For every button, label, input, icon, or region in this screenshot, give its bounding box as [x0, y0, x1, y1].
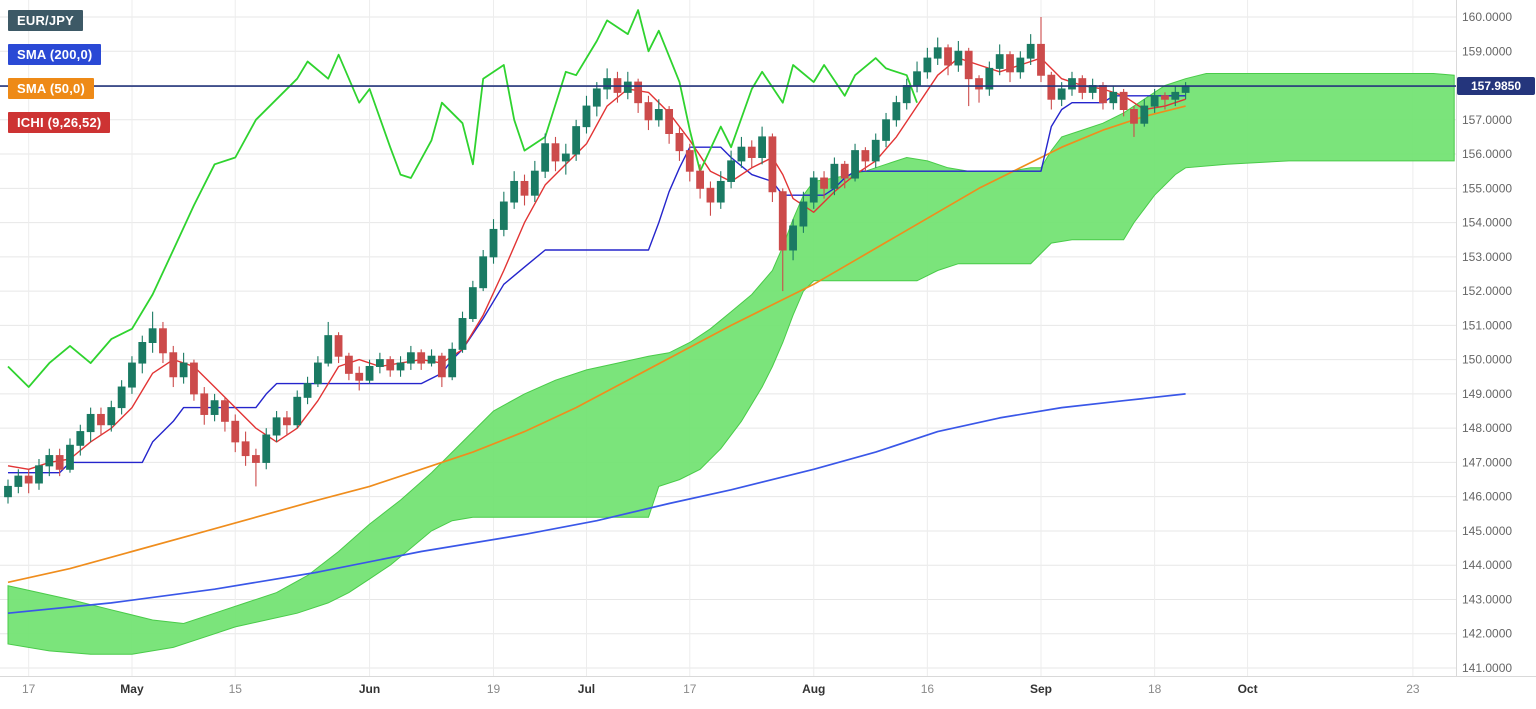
svg-text:18: 18 [1148, 682, 1162, 696]
svg-text:Sep: Sep [1030, 682, 1052, 696]
svg-text:160.0000: 160.0000 [1462, 10, 1512, 24]
svg-text:19: 19 [487, 682, 501, 696]
sma50-line [7, 105, 1186, 584]
svg-text:154.0000: 154.0000 [1462, 216, 1512, 230]
candles [4, 17, 1190, 504]
svg-text:15: 15 [229, 682, 243, 696]
svg-text:May: May [120, 682, 144, 696]
legend: EUR/JPY SMA (200,0) SMA (50,0) ICHI (9,2… [8, 10, 111, 133]
svg-text:17: 17 [683, 682, 697, 696]
legend-symbol[interactable]: EUR/JPY [8, 10, 84, 31]
svg-text:159.0000: 159.0000 [1462, 44, 1512, 58]
svg-text:149.0000: 149.0000 [1462, 387, 1512, 401]
svg-text:23: 23 [1406, 682, 1420, 696]
svg-text:Jul: Jul [578, 682, 595, 696]
legend-sma50[interactable]: SMA (50,0) [8, 78, 94, 99]
svg-text:145.0000: 145.0000 [1462, 524, 1512, 538]
chikou-line [7, 9, 918, 388]
svg-text:Aug: Aug [802, 682, 825, 696]
svg-text:150.0000: 150.0000 [1462, 353, 1512, 367]
svg-text:Jun: Jun [359, 682, 380, 696]
svg-text:148.0000: 148.0000 [1462, 421, 1512, 435]
time-axis: 17 May 15 Jun 19 Jul 17 Aug 16 Sep 18 Oct 23 [22, 682, 1420, 696]
last-price-label: 157.9850 [1457, 77, 1535, 95]
svg-text:151.0000: 151.0000 [1462, 318, 1512, 332]
svg-text:144.0000: 144.0000 [1462, 558, 1512, 572]
svg-text:157.0000: 157.0000 [1462, 113, 1512, 127]
price-axis: 160.0000159.0000158.0000157.0000156.0000… [1462, 10, 1512, 675]
svg-text:155.0000: 155.0000 [1462, 181, 1512, 195]
tenkan-line [7, 57, 1186, 470]
svg-text:153.0000: 153.0000 [1462, 250, 1512, 264]
svg-text:16: 16 [921, 682, 935, 696]
sma200-line [7, 393, 1186, 615]
svg-text:146.0000: 146.0000 [1462, 490, 1512, 504]
svg-text:156.0000: 156.0000 [1462, 147, 1512, 161]
svg-text:143.0000: 143.0000 [1462, 592, 1512, 606]
svg-text:147.0000: 147.0000 [1462, 455, 1512, 469]
svg-text:142.0000: 142.0000 [1462, 627, 1512, 641]
svg-text:152.0000: 152.0000 [1462, 284, 1512, 298]
svg-text:141.0000: 141.0000 [1462, 661, 1512, 675]
ichimoku-cloud [7, 73, 1455, 655]
legend-ichimoku[interactable]: ICHI (9,26,52) [8, 112, 111, 133]
svg-text:Oct: Oct [1238, 682, 1258, 696]
svg-text:17: 17 [22, 682, 36, 696]
legend-sma200[interactable]: SMA (200,0) [8, 44, 102, 65]
